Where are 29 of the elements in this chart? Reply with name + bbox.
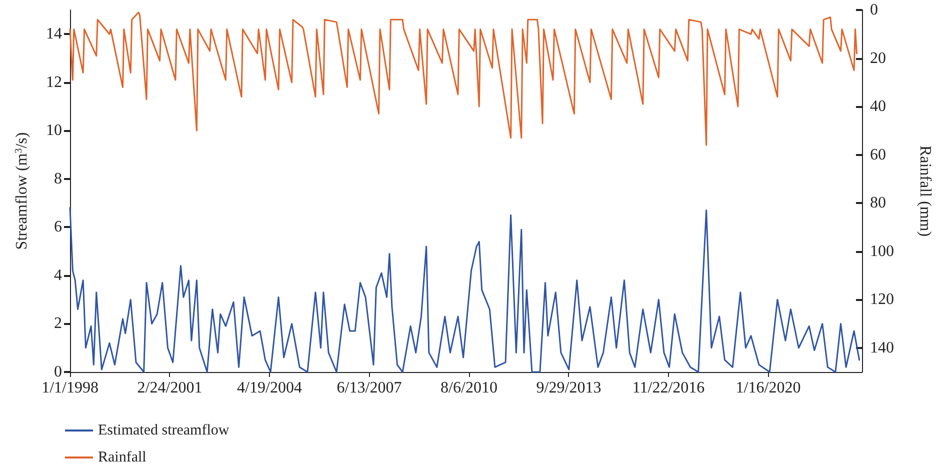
- x-tick-label: 9/29/2013: [536, 380, 602, 396]
- y-tick-label: 6: [54, 218, 62, 236]
- x-tick-label: 6/13/2007: [336, 380, 402, 396]
- y2-tick-label: 100: [870, 242, 894, 260]
- y2-tick-label: 120: [870, 291, 894, 308]
- y-tick-label: 12: [46, 74, 62, 91]
- y-tick-label: 0: [54, 364, 62, 380]
- y2-tick-label: 40: [870, 98, 886, 116]
- x-tick-label: 2/24/2001: [137, 380, 202, 396]
- y2-tick-label: 80: [870, 194, 886, 212]
- y-tick-label: 2: [54, 315, 62, 332]
- y-tick-label: 4: [54, 266, 62, 284]
- y2-tick-label: 140: [870, 339, 894, 356]
- y2-tick-label: 60: [870, 146, 886, 164]
- x-tick-label: 8/6/2010: [440, 380, 498, 396]
- x-tick-label: 11/22/2016: [632, 380, 705, 396]
- y2-tick-label: 0: [870, 2, 878, 18]
- y-tick-label: 8: [54, 170, 62, 188]
- y2-axis-title: Rainfall (mm): [916, 145, 934, 237]
- legend-label: Estimated streamflow: [98, 422, 230, 438]
- y-tick-label: 14: [46, 26, 62, 43]
- y2-tick-label: 20: [870, 50, 886, 67]
- y-axis-title: Streamflow (m3/s): [14, 132, 30, 250]
- x-tick-label: 1/1/1998: [42, 380, 98, 396]
- legend-label: Rainfall: [98, 450, 146, 466]
- x-tick-label: 4/19/2004: [237, 380, 302, 396]
- y-tick-label: 10: [46, 122, 62, 140]
- x-tick-label: 1/16/2020: [736, 380, 801, 396]
- line-series: [69, 12, 858, 146]
